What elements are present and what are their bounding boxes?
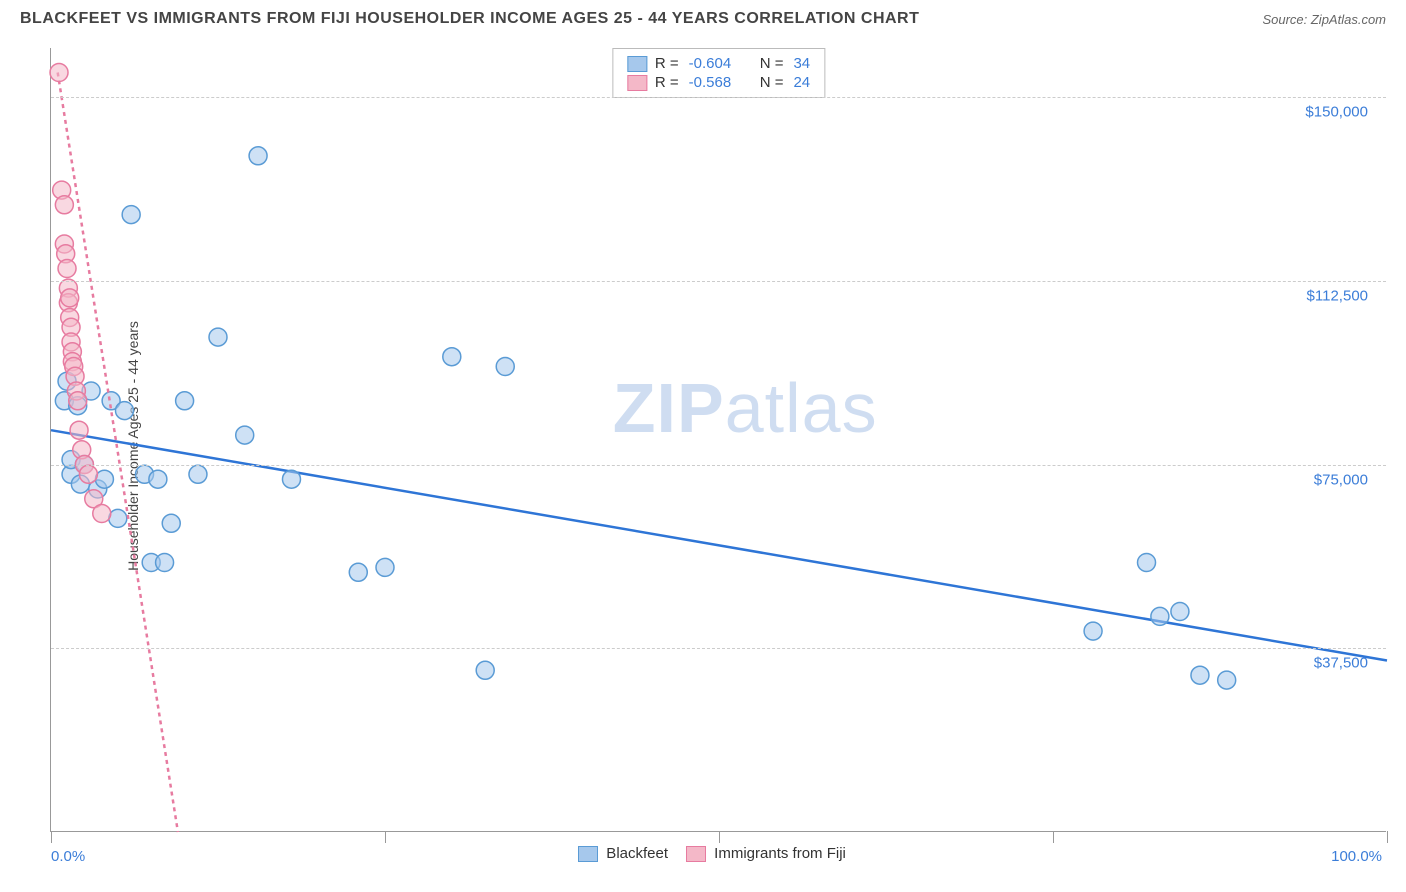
data-point	[209, 328, 227, 346]
data-point	[61, 289, 79, 307]
data-point	[1084, 622, 1102, 640]
chart-plot-area: ZIPatlas R = -0.604 N = 34R = -0.568 N =…	[50, 48, 1386, 832]
data-point	[249, 147, 267, 165]
x-tick	[719, 831, 720, 843]
data-point	[93, 505, 111, 523]
source-label: Source: ZipAtlas.com	[1262, 12, 1386, 27]
legend-label: Immigrants from Fiji	[710, 845, 846, 862]
y-tick-label: $112,500	[1307, 287, 1368, 304]
y-tick-label: $75,000	[1314, 471, 1368, 488]
data-point	[1191, 666, 1209, 684]
data-point	[1218, 671, 1236, 689]
gridline	[51, 648, 1386, 649]
x-tick	[51, 831, 52, 843]
y-tick-label: $150,000	[1305, 104, 1368, 121]
x-tick	[1053, 831, 1054, 843]
data-point	[69, 392, 87, 410]
legend-label: Blackfeet	[602, 845, 668, 862]
legend-swatch	[686, 846, 706, 862]
data-point	[122, 206, 140, 224]
data-point	[376, 558, 394, 576]
data-point	[109, 509, 127, 527]
data-point	[1138, 554, 1156, 572]
x-tick	[385, 831, 386, 843]
data-point	[95, 470, 113, 488]
data-point	[149, 470, 167, 488]
data-point	[189, 465, 207, 483]
data-point	[156, 554, 174, 572]
data-point	[1151, 607, 1169, 625]
chart-title: BLACKFEET VS IMMIGRANTS FROM FIJI HOUSEH…	[20, 10, 919, 28]
data-point	[79, 465, 97, 483]
x-tick	[1387, 831, 1388, 843]
y-tick-label: $37,500	[1314, 655, 1368, 672]
data-point	[50, 64, 68, 82]
legend-swatch	[578, 846, 598, 862]
correlation-legend: R = -0.604 N = 34 R = -0.568 N = 24	[612, 48, 825, 98]
series-legend: Blackfeet Immigrants from Fiji	[0, 845, 1406, 862]
data-point	[236, 426, 254, 444]
gridline	[51, 465, 1386, 466]
gridline	[51, 97, 1386, 98]
data-point	[70, 421, 88, 439]
data-point	[476, 661, 494, 679]
data-point	[282, 470, 300, 488]
legend-row: R = -0.604 N = 34	[627, 55, 810, 72]
data-point	[176, 392, 194, 410]
data-point	[55, 196, 73, 214]
data-point	[115, 402, 133, 420]
gridline	[51, 281, 1386, 282]
data-point	[162, 514, 180, 532]
data-point	[58, 260, 76, 278]
data-point	[496, 358, 514, 376]
legend-row: R = -0.568 N = 24	[627, 74, 810, 91]
data-point	[443, 348, 461, 366]
legend-swatch	[627, 56, 647, 72]
data-point	[349, 563, 367, 581]
legend-swatch	[627, 75, 647, 91]
data-point	[1171, 603, 1189, 621]
